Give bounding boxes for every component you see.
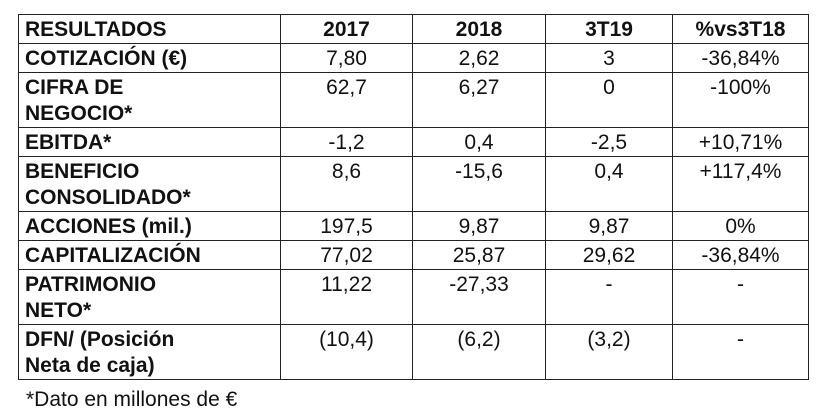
value-cell: +10,71% <box>672 127 809 157</box>
value-cell: +117,4% <box>672 156 809 212</box>
label-line: ACCIONES (mil.) <box>25 215 192 238</box>
header-cell: 2018 <box>412 14 546 44</box>
table-row: CAPITALIZACIÓN 77,02 25,87 29,62 -36,84% <box>18 240 809 270</box>
table-row: BENEFICIO CONSOLIDADO* 8,6 -15,6 0,4 +117,4% <box>18 156 809 212</box>
value-cell: 11,22 <box>280 269 413 325</box>
label-line: CIFRA DE <box>25 76 124 99</box>
value-cell: -100% <box>672 72 809 128</box>
value-cell: 9,87 <box>412 211 546 241</box>
row-label: PATRIMONIO NETO* <box>18 269 281 325</box>
value-cell: (10,4) <box>280 324 413 380</box>
value-cell: 8,6 <box>280 156 413 212</box>
header-cell: %vs3T18 <box>672 14 809 44</box>
label-line: Neta de caja) <box>25 354 155 377</box>
label-line: COTIZACIÓN (€) <box>25 47 188 70</box>
value-cell: 25,87 <box>412 240 546 270</box>
label-line: NEGOCIO* <box>25 102 133 125</box>
value-cell: 0% <box>672 211 809 241</box>
value-cell: 0,4 <box>412 127 546 157</box>
table-row: EBITDA* -1,2 0,4 -2,5 +10,71% <box>18 127 809 157</box>
value-cell: (3,2) <box>545 324 673 380</box>
value-cell: - <box>545 269 673 325</box>
value-cell: -15,6 <box>412 156 546 212</box>
header-row: RESULTADOS 2017 2018 3T19 %vs3T18 <box>18 14 809 44</box>
value-cell: 0 <box>545 72 673 128</box>
results-table: RESULTADOS 2017 2018 3T19 %vs3T18 COTIZACIÓN… <box>18 14 809 380</box>
row-label: ACCIONES (mil.) <box>18 211 281 241</box>
footnote: *Dato en millones de € <box>26 388 238 411</box>
row-label: BENEFICIO CONSOLIDADO* <box>18 156 281 212</box>
table-row: PATRIMONIO NETO* 11,22 -27,33- - <box>18 269 809 325</box>
header-cell: 2017 <box>280 14 413 44</box>
value-cell: -2,5 <box>545 127 673 157</box>
label-line: PATRIMONIO <box>25 273 157 296</box>
header-cell: RESULTADOS <box>18 14 281 44</box>
value-cell: -27,33 <box>412 269 546 325</box>
value-cell: - <box>672 324 809 380</box>
table-body: COTIZACIÓN (€) 7,80 2,62 3 -36,84% CIFRA DE NE… <box>18 43 809 380</box>
row-label: DFN/ (Posición Neta de caja) <box>18 324 281 380</box>
value-cell: 3 <box>545 43 673 73</box>
value-cell: 197,5 <box>280 211 413 241</box>
row-label: COTIZACIÓN (€) <box>18 43 281 73</box>
label-line: NETO* <box>25 299 92 322</box>
value-cell: - <box>672 269 809 325</box>
value-cell: -1,2 <box>280 127 413 157</box>
value-cell: (6,2) <box>412 324 546 380</box>
label-line: DFN/ (Posición <box>25 328 175 351</box>
row-label: CAPITALIZACIÓN <box>18 240 281 270</box>
table-row: ACCIONES (mil.) 197,5 9,87 9,87 0% <box>18 211 809 241</box>
value-cell: -36,84% <box>672 240 809 270</box>
label-line: CAPITALIZACIÓN <box>25 244 201 267</box>
value-cell: 62,7 <box>280 72 413 128</box>
value-cell: 6,27 <box>412 72 546 128</box>
table-row: COTIZACIÓN (€) 7,80 2,62 3 -36,84% <box>18 43 809 73</box>
value-cell: -36,84% <box>672 43 809 73</box>
value-cell: 9,87 <box>545 211 673 241</box>
label-line: BENEFICIO <box>25 160 140 183</box>
row-label: CIFRA DE NEGOCIO* <box>18 72 281 128</box>
table-row: DFN/ (Posición Neta de caja) (10,4) (6,2) (3… <box>18 324 809 380</box>
value-cell: 2,62 <box>412 43 546 73</box>
label-line: EBITDA* <box>25 131 112 154</box>
row-label: EBITDA* <box>18 127 281 157</box>
table-row: CIFRA DE NEGOCIO* 62,7 6,27 0 -100% <box>18 72 809 128</box>
value-cell: 7,80 <box>280 43 413 73</box>
header-cell: 3T19 <box>545 14 673 44</box>
label-line: CONSOLIDADO* <box>25 186 191 209</box>
value-cell: 29,62 <box>545 240 673 270</box>
value-cell: 0,4 <box>545 156 673 212</box>
value-cell: 77,02 <box>280 240 413 270</box>
